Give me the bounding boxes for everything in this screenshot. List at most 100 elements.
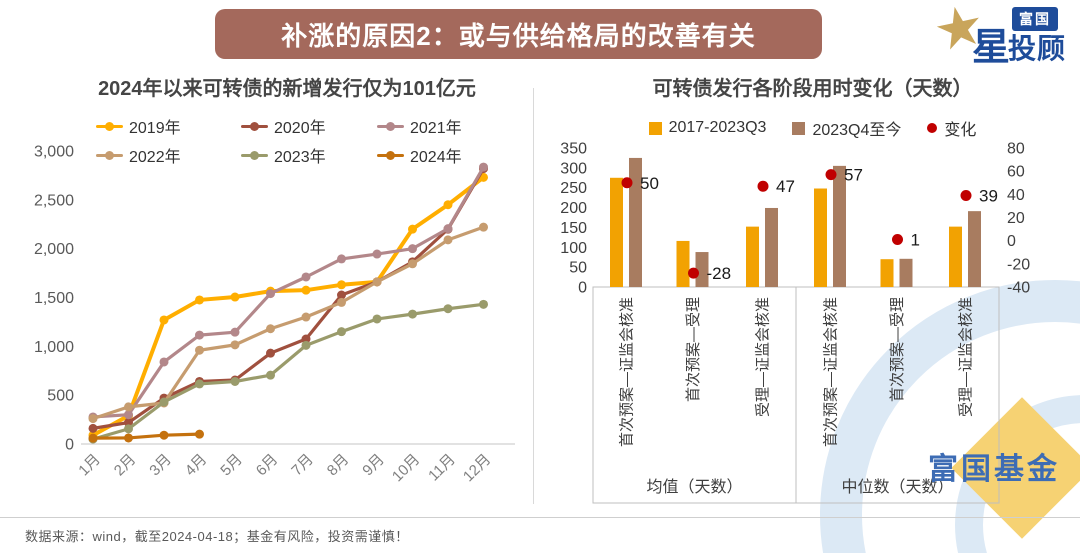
bar-2017-2023Q3 [610,177,623,287]
data-point-2019年 [230,292,240,302]
data-point-2021年 [372,249,382,259]
data-point-2021年 [230,327,240,337]
x-axis-month-label: 7月 [288,451,317,480]
change-dot [960,189,972,201]
bar-2017-2023Q3 [676,240,690,287]
brand-logo: ★ 星 富国 投顾 [928,0,1080,69]
data-point-2023年 [337,327,346,337]
x-axis-month-label: 6月 [253,451,282,480]
x-axis-month-label: 9月 [359,451,388,480]
bar-2023Q4至今 [765,207,778,287]
data-point-2024年 [159,430,169,440]
y-axis-tick-label: 500 [47,388,74,405]
group-label-median: 中位数（天数） [841,478,953,496]
data-point-2024年 [124,433,133,443]
data-point-2021年 [408,244,417,254]
data-point-2023年 [159,397,169,407]
series-line-2019年 [92,175,485,437]
data-point-2021年 [443,224,453,234]
legend-label-2019: 2019年 [129,120,181,137]
bar-chart: 0 50 100 150 200 250 300 350 -40 -20 0 20 40 60 80 50 -2… [560,141,1030,504]
bar-2017-2023Q3 [746,226,759,287]
data-point-2022年 [301,312,311,322]
legend-marker-2020 [241,121,268,131]
change-dot [892,234,903,246]
data-point-2021年 [301,272,311,282]
data-point-2019年 [408,224,417,234]
x-axis-month-label: 4月 [182,451,211,480]
series-line-2022年 [92,225,485,421]
left-axis-tick-label: 250 [560,180,587,197]
bar-2017-2023Q3 [814,188,827,287]
data-point-2023年 [124,424,133,434]
bar-2023Q4至今 [629,157,642,287]
y-axis-tick-label: 2,500 [34,192,74,209]
left-axis-tick-label: 150 [560,220,587,237]
legend-label-2023: 2023年 [274,149,326,166]
data-point-2023年 [372,314,382,324]
legend-item-2023q4: 2023Q4至今 [792,116,901,140]
right-axis-tick-label: 40 [1007,187,1025,204]
change-value-label: -28 [707,264,732,283]
line-chart-panel: 2024年以来可转债的新增发行仅为101亿元 2019年 2020年 2021年… [18,72,528,512]
bar-chart-panel: 可转债发行各阶段用时变化（天数） 2017-2023Q3 2023Q4至今 变化… [545,72,1080,517]
bar-chart-legend: 2017-2023Q3 2023Q4至今 变化 [545,116,1080,140]
series-line-2024年 [92,432,200,440]
watermark-text: 富国基金 [928,453,1060,486]
left-axis-tick-label: 350 [560,141,587,158]
series-line-2020年 [92,167,485,430]
legend-item-2022: 2022年 [96,143,241,167]
legend-label-2021: 2021年 [410,120,462,137]
legend-dot-change [927,123,938,133]
category-label: 受理—证监会核准 [755,297,772,417]
legend-label-2017-2023q3: 2017-2023Q3 [668,119,767,136]
left-axis-tick-label: 200 [560,200,587,217]
data-point-2022年 [266,324,275,334]
x-axis-month-label: 5月 [217,451,246,480]
line-chart-legend: 2019年 2020年 2021年 2022年 2023年 2024年 [96,114,513,167]
change-dot [757,180,769,192]
data-point-2022年 [88,414,98,424]
legend-label-change: 变化 [944,122,977,139]
legend-marker-2019 [96,121,123,131]
data-point-2024年 [88,433,98,443]
legend-marker-2023 [241,150,268,160]
category-label: 首次预案—受理 [684,297,702,402]
category-label: 首次预案—受理 [888,297,906,402]
data-point-2023年 [195,379,204,389]
bar-2023Q4至今 [695,252,709,287]
legend-label-2023q4: 2023Q4至今 [812,122,902,139]
legend-marker-2021 [377,121,404,131]
x-axis-month-label: 8月 [324,451,353,480]
y-axis-tick-label: 2,000 [34,241,74,258]
data-point-2020年 [88,423,98,433]
left-axis-tick-label: 0 [578,280,587,297]
bar-2023Q4至今 [968,211,981,287]
bar-2017-2023Q3 [949,226,962,287]
data-point-2022年 [230,340,240,350]
data-point-2022年 [337,297,346,307]
data-point-2020年 [337,290,346,300]
data-point-2023年 [230,376,240,386]
data-point-2023年 [443,304,453,314]
right-axis-tick-label: 60 [1007,164,1025,181]
change-value-label: 50 [640,174,659,193]
bar-chart-title: 可转债发行各阶段用时变化（天数） [652,78,973,100]
data-point-2019年 [195,295,204,305]
group-label-mean: 均值（天数） [646,478,742,496]
data-point-2023年 [266,370,275,380]
line-chart-title: 2024年以来可转债的新增发行仅为101亿元 [98,78,476,100]
legend-swatch-2023q4 [792,121,806,135]
data-point-2019年 [443,200,453,210]
slide-title-banner: 补涨的原因2：或与供给格局的改善有关 [215,9,822,59]
category-label: 受理—证监会核准 [958,297,975,417]
right-axis-tick-label: 0 [1007,233,1016,250]
data-point-2023年 [408,309,417,319]
data-point-2022年 [479,222,488,232]
data-point-2020年 [301,334,311,344]
right-axis-tick-label: -20 [1007,256,1030,273]
left-axis-tick-label: 300 [560,160,587,177]
slide-title: 补涨的原因2：或与供给格局的改善有关 [281,20,756,51]
left-axis-tick-label: 100 [560,240,587,257]
